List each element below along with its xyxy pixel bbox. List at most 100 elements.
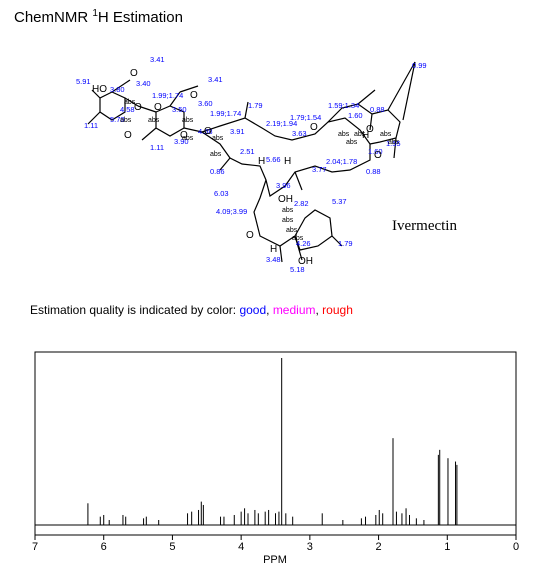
stereo-label: abs [354, 131, 366, 138]
shift-label: 0.99 [412, 61, 427, 70]
shift-label: 1.55 [386, 139, 401, 148]
atom-label: H [270, 244, 277, 255]
title-superscript: 1 [92, 8, 98, 19]
stereo-label: abs [286, 227, 298, 234]
shift-label: 5.66 [266, 155, 281, 164]
x-tick-label: 6 [101, 541, 107, 553]
stereo-label: abs [120, 117, 132, 124]
shift-label: 5.70 [110, 115, 125, 124]
atom-annotations: O O HO O O O O O O O O H H H OH OH H O [92, 68, 382, 267]
quality-legend: Estimation quality is indicated by color… [30, 303, 353, 317]
x-tick-label: 2 [376, 541, 382, 553]
shift-label: 4.26 [296, 239, 311, 248]
shift-label: 3.41 [208, 75, 223, 84]
shift-label: 3.80 [110, 85, 125, 94]
peak-group [87, 358, 458, 525]
x-tick-label: 4 [238, 541, 244, 553]
shift-label: 0.88 [366, 167, 381, 176]
title-rest: H Estimation [97, 9, 183, 26]
shift-label: 3.40 [136, 79, 151, 88]
atom-label: O [246, 230, 254, 241]
shift-label: 1.79 [248, 101, 263, 110]
shift-label: 4.58 [120, 105, 135, 114]
shift-label: 1.60 [368, 147, 383, 156]
stereo-label: abs [148, 117, 160, 124]
shift-label: 2.19;1.94 [266, 119, 297, 128]
atom-label: O [190, 90, 198, 101]
shift-label: 6.03 [214, 189, 229, 198]
shift-label: 0.88 [370, 105, 385, 114]
quality-sep: , [266, 303, 273, 317]
quality-sep: , [315, 303, 323, 317]
bond-lines [87, 61, 416, 263]
shift-label: 5.91 [76, 77, 91, 86]
shift-annotations: 3.41 5.91 3.40 3.80 1.99;1.74 4.58 3.50 … [76, 55, 427, 274]
shift-label: 3.77 [312, 165, 327, 174]
shift-label: 5.37 [332, 197, 347, 206]
quality-prefix: Estimation quality is indicated by color… [30, 303, 240, 317]
stereo-label: abs [346, 139, 358, 146]
atom-label: O [180, 130, 188, 141]
shift-label: 3.41 [150, 55, 165, 64]
atom-label: O [204, 126, 212, 137]
shift-label: 3.48 [266, 255, 281, 264]
stereo-label: abs [124, 99, 136, 106]
shift-label: 5.18 [290, 265, 305, 274]
shift-label: 3.60 [198, 99, 213, 108]
page-title: ChemNMR 1H Estimation [14, 8, 183, 26]
stereo-annotations: abs abs abs abs abs abs abs abs abs abs … [120, 99, 400, 242]
shift-label: 3.90 [174, 137, 189, 146]
atom-label: H [284, 156, 291, 167]
shift-label: 1.11 [84, 121, 98, 130]
shift-label: 3.91 [230, 127, 245, 136]
shift-label: 3.96 [276, 181, 291, 190]
stereo-label: abs [388, 139, 400, 146]
atom-label: O [124, 130, 132, 141]
atom-label: O [374, 150, 382, 161]
shift-label: 3.63 [292, 129, 307, 138]
stereo-label: abs [182, 135, 194, 142]
x-axis-label: PPM [263, 554, 287, 566]
plot-frame [34, 351, 517, 536]
atom-label: HO [92, 84, 107, 95]
atom-label: O [154, 102, 162, 113]
quality-medium: medium [272, 303, 316, 317]
x-tick-label: 1 [444, 541, 450, 553]
shift-label: 2.82 [294, 199, 309, 208]
quality-rough: rough [322, 303, 353, 317]
shift-label: 4.09;3.99 [216, 207, 247, 216]
stereo-label: abs [380, 131, 392, 138]
stereo-label: abs [338, 131, 350, 138]
shift-label: 1.99;1.74 [210, 109, 241, 118]
shift-label: 1.79;1.54 [290, 113, 321, 122]
shift-label: 4.58 [198, 127, 213, 136]
nmr-spectrum: 7 6 5 4 3 2 1 0 PPM [32, 351, 519, 566]
shift-label: 1.59;1.34 [328, 101, 359, 110]
x-tick-label: 7 [32, 541, 38, 553]
x-tick-label: 3 [307, 541, 313, 553]
atom-label: O [310, 122, 318, 133]
stereo-label: abs [212, 135, 224, 142]
x-tick-label: 0 [513, 541, 519, 553]
shift-label: 1.11 [150, 143, 164, 152]
atom-label: H [258, 156, 265, 167]
molecule-name: Ivermectin [392, 218, 457, 234]
shift-label: 3.50 [172, 105, 187, 114]
atom-label: O [366, 124, 374, 135]
shift-label: 1.99;1.74 [152, 91, 183, 100]
shift-label: 2.04;1.78 [326, 157, 357, 166]
title-prefix: ChemNMR [14, 9, 93, 26]
atom-label: OH [298, 256, 313, 267]
shift-label: 1.79 [338, 239, 353, 248]
atom-label: H [362, 130, 369, 141]
stereo-label: abs [210, 151, 222, 158]
atom-label: O [134, 102, 142, 113]
stereo-label: abs [182, 117, 194, 124]
shift-label: 1.60 [348, 111, 363, 120]
quality-good: good [239, 303, 267, 317]
stereo-label: abs [282, 217, 294, 224]
atom-label: OH [278, 194, 293, 205]
molecule-structure: 3.41 5.91 3.40 3.80 1.99;1.74 4.58 3.50 … [76, 55, 427, 274]
x-axis-ticks: 7 6 5 4 3 2 1 0 [32, 535, 519, 553]
shift-label: 0.86 [210, 167, 225, 176]
